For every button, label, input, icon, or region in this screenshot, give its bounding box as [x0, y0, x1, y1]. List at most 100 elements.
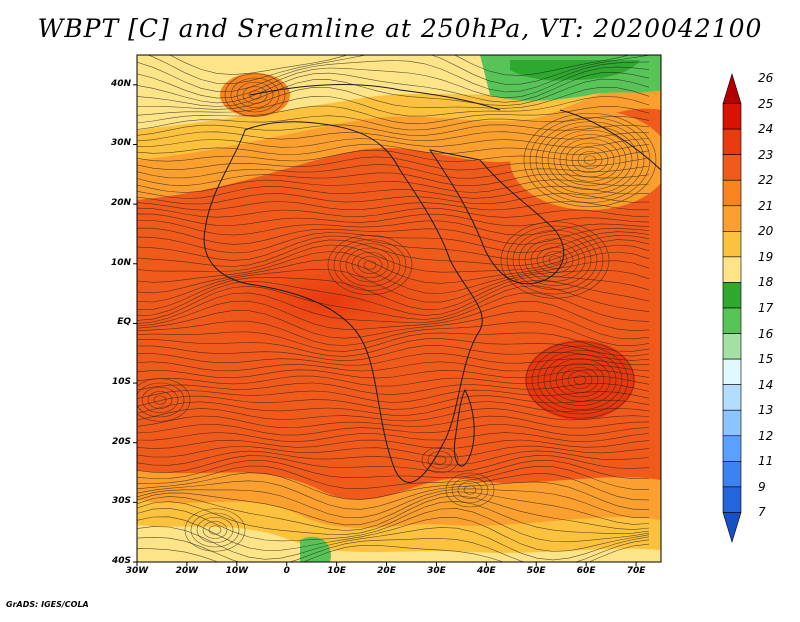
streamline [137, 395, 650, 410]
streamline-gyre [427, 451, 453, 469]
streamline [137, 276, 650, 311]
streamline-gyre [357, 256, 383, 274]
colorbar-label: 21 [758, 198, 774, 213]
colorbar-swatch [722, 307, 742, 334]
colorbar-swatch [722, 409, 742, 437]
streamline [137, 144, 650, 155]
streamline-gyre [141, 386, 179, 414]
colorbar-label: 13 [758, 403, 774, 418]
streamline [137, 472, 650, 501]
colorbar-label: 25 [758, 96, 774, 111]
streamline-gyre [553, 134, 627, 186]
lon-label: 20E [377, 566, 396, 576]
streamline [137, 526, 650, 561]
streamline [137, 450, 650, 466]
lon-label: 30W [125, 566, 149, 576]
colorbar-arrow-top [722, 72, 742, 104]
streamline [137, 172, 650, 187]
streamline [137, 488, 650, 519]
streamline-gyre [525, 341, 635, 419]
streamline-gyre [567, 371, 593, 389]
madagascar-coast [453, 388, 475, 467]
streamline [137, 382, 650, 395]
colorbar-swatch [722, 461, 742, 488]
field-arabian-high [510, 110, 661, 210]
streamline-gyre [230, 77, 280, 113]
asia-coast [559, 109, 661, 171]
streamline [137, 285, 650, 321]
streamline [137, 300, 650, 331]
streamline [137, 105, 650, 125]
streamline-gyre [559, 138, 621, 182]
colorbar-label: 24 [758, 122, 774, 137]
streamline [137, 164, 650, 179]
streamline [137, 220, 650, 236]
streamline [137, 207, 650, 218]
streamline-gyre [524, 238, 586, 282]
streamline-gyre [153, 395, 167, 405]
field-hot-core [525, 340, 635, 420]
streamline [137, 507, 650, 543]
plot-area [137, 55, 661, 562]
lon-label: 0 [283, 566, 290, 576]
streamline [137, 310, 650, 340]
footer-credit: GrADS: IGES/COLA [6, 600, 89, 609]
field-green-ne-2 [510, 60, 640, 81]
colorbar-swatch [722, 384, 742, 411]
streamline [137, 389, 650, 403]
streamline-gyre [208, 525, 222, 535]
streamline-gyre [537, 349, 623, 411]
colorbar-swatch [722, 486, 742, 513]
streamline-gyre [542, 251, 568, 269]
streamline [137, 124, 650, 136]
colorbar-label: 7 [758, 505, 766, 520]
streamline [137, 480, 650, 510]
streamline-gyre [351, 251, 389, 279]
streamline-gyre [363, 260, 377, 270]
streamline [137, 179, 650, 193]
streamline-gyre [565, 142, 615, 178]
lon-label: 70E [626, 566, 646, 576]
axis-ticks [133, 84, 637, 566]
colorbar-swatch [722, 103, 742, 130]
lat-label: 40N [110, 78, 131, 89]
streamline-gyre [561, 366, 599, 394]
streamline-gyre [248, 90, 262, 100]
colorbar-label: 9 [758, 479, 766, 494]
colorbar-swatch [722, 128, 742, 155]
colorbar-label: 18 [758, 275, 774, 290]
colorbar-label: 15 [758, 352, 774, 367]
streamline-gyre [236, 81, 274, 109]
streamline [137, 459, 650, 480]
streamline [137, 465, 650, 490]
streamline [137, 491, 650, 526]
streamline [137, 193, 650, 205]
streamline [137, 86, 650, 110]
streamline-gyre [535, 121, 645, 199]
colorbar-label: 11 [758, 454, 774, 469]
colorbar [722, 72, 742, 544]
streamline [137, 213, 650, 227]
colorbar-swatch [722, 231, 742, 258]
streamline-gyre [421, 446, 459, 474]
streamline-gyre [523, 112, 657, 208]
lat-label: 20S [111, 436, 131, 447]
streamline-gyre [137, 378, 191, 422]
streamline [137, 361, 650, 372]
streamline-gyre [196, 516, 234, 544]
streamline-gyre [451, 476, 489, 504]
streamline [137, 55, 631, 76]
streamline [137, 407, 650, 422]
lat-label: EQ [117, 317, 131, 328]
streamline [137, 536, 650, 562]
lat-label: 30S [111, 496, 131, 507]
lon-label: 10E [327, 566, 346, 576]
coastlines [203, 84, 661, 483]
streamline-gyre [147, 391, 173, 409]
streamline [137, 495, 650, 531]
streamline [137, 55, 650, 85]
colorbar-swatch [722, 333, 742, 360]
streamline [137, 292, 650, 324]
